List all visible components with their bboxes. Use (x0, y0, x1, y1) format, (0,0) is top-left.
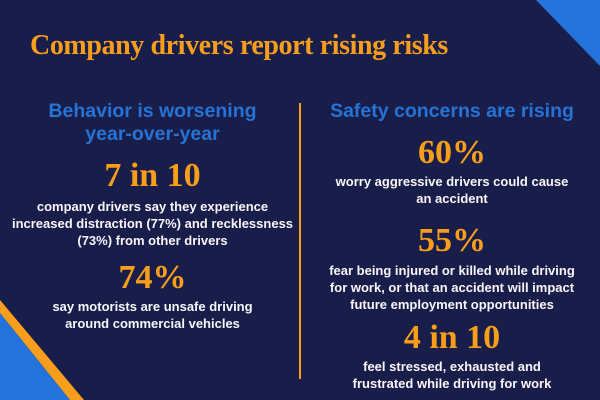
corner-decoration-bottom-left (0, 295, 90, 400)
stat-description: say motorists are unsafe driving around … (52, 299, 253, 331)
page-title: Company drivers report rising risks (30, 30, 448, 61)
stat-safety-60-percent: 60% worry aggressive drivers could cause… (309, 133, 595, 207)
stat-safety-4-in-10: 4 in 10 feel stressed, exhausted and fru… (309, 318, 595, 392)
stat-description: worry aggressive drivers could cause an … (335, 174, 569, 206)
corner-triangle-bottom-left-icon (0, 313, 70, 400)
stat-safety-55-percent: 55% fear being injured or killed while d… (309, 221, 595, 313)
stat-value: 60% (418, 134, 486, 171)
right-column-heading: Safety concerns are rising (330, 100, 574, 122)
stat-behavior-74-percent: 74% say motorists are unsafe driving aro… (10, 258, 295, 332)
stat-description: feel stressed, exhausted and frustrated … (352, 359, 552, 391)
left-column-heading: Behavior is worsening year-over-year (48, 100, 257, 145)
stat-behavior-7-in-10: 7 in 10 company drivers say they experie… (10, 156, 295, 249)
left-column: Behavior is worsening year-over-year 7 i… (10, 100, 295, 332)
stat-value: 74% (118, 259, 187, 296)
stat-value: 55% (418, 222, 486, 259)
stat-description: fear being injured or killed while drivi… (329, 263, 575, 312)
stat-value: 7 in 10 (104, 157, 201, 194)
column-divider (299, 103, 301, 379)
right-column: Safety concerns are rising 60% worry agg… (309, 100, 595, 392)
corner-triangle-top-right-icon (536, 0, 600, 66)
stat-description: company drivers say they experience incr… (11, 199, 294, 248)
stat-value: 4 in 10 (403, 319, 501, 356)
